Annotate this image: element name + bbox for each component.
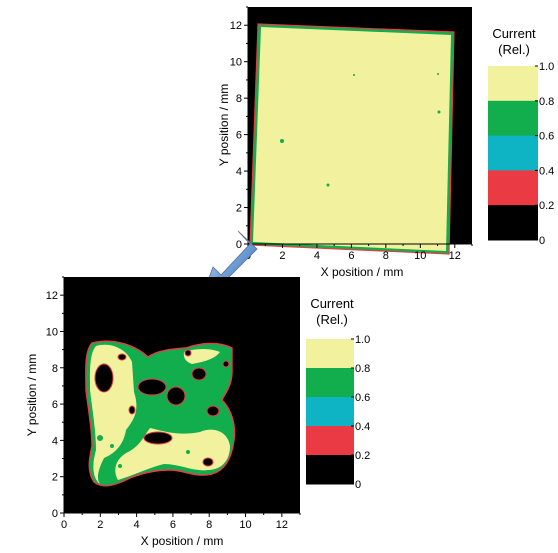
colorbar-tick-label: 0.4 [355, 421, 370, 433]
top-colorbar: 1.0 0.8 0.6 0.4 0.2 0 [488, 61, 554, 247]
x-tick-label: 6 [348, 250, 354, 262]
colorbar-tick-label: 0.6 [539, 131, 554, 143]
colorbar-band [488, 100, 538, 137]
top-y-axis-title: Y position / mm [217, 84, 231, 166]
top-sample-active-area [253, 27, 451, 251]
x-tick-label: 4 [134, 519, 140, 531]
colorbar-tick-label: 1.0 [355, 334, 370, 346]
colorbar-tick-label: 0.8 [355, 363, 370, 375]
colorbar-band [306, 426, 354, 456]
colorbar-tick-label: 0.6 [355, 392, 370, 404]
bottom-axes: 0 2 4 6 8 10 12 0 2 4 6 8 10 12 [46, 276, 301, 531]
bottom-hole [137, 378, 167, 396]
top-defect [353, 74, 355, 76]
colorbar-band [488, 205, 538, 241]
bottom-colorbar-title-line1: Current [310, 296, 354, 311]
x-tick-label: 0 [61, 519, 67, 531]
y-tick-label: 12 [230, 20, 242, 32]
y-tick-label: 2 [52, 472, 58, 484]
x-tick-label: 10 [414, 250, 426, 262]
colorbar-tick-label: 1.0 [539, 61, 554, 73]
bottom-speck [110, 444, 114, 448]
bottom-hole [206, 405, 220, 417]
y-tick-label: 12 [46, 290, 58, 302]
x-tick-label: 8 [206, 519, 212, 531]
bottom-yellow-region [101, 404, 130, 430]
bottom-hole [202, 457, 214, 467]
top-x-axis-title: X position / mm [321, 265, 404, 279]
bottom-yellow-region [115, 428, 230, 480]
x-tick-label: 4 [314, 250, 320, 262]
colorbar-band [306, 455, 354, 485]
top-colorbar-title-line2: (Rel.) [498, 42, 530, 57]
top-defect [280, 139, 284, 143]
colorbar-band [488, 170, 538, 206]
bottom-hole [222, 360, 230, 368]
x-tick-label: 6 [170, 519, 176, 531]
colorbar-tick-label: 0 [355, 479, 361, 491]
bottom-yellow-region [183, 349, 220, 364]
bottom-hole [143, 431, 173, 445]
top-defect [326, 183, 330, 187]
bottom-hole [128, 405, 136, 415]
bottom-hole [191, 367, 207, 381]
colorbar-tick-label: 0 [539, 235, 545, 247]
colorbar-tick-label: 0.4 [539, 165, 554, 177]
bottom-hole [184, 349, 192, 357]
x-tick-label: 10 [239, 519, 251, 531]
y-tick-label: 10 [46, 326, 58, 338]
bottom-speck [97, 435, 103, 441]
bottom-current-map: 0 2 4 6 8 10 12 0 2 4 6 8 10 12 X position / mm Y pos… [25, 276, 370, 548]
bottom-colorbar: 1.0 0.8 0.6 0.4 0.2 0 [306, 334, 370, 491]
bottom-hole [94, 363, 114, 393]
colorbar-band [306, 339, 354, 369]
colorbar-tick-label: 0.2 [355, 450, 370, 462]
x-tick-label: 2 [279, 250, 285, 262]
y-tick-label: 8 [52, 363, 58, 375]
x-tick-label: 12 [449, 250, 461, 262]
bottom-hole [117, 353, 127, 361]
colorbar-band [306, 397, 354, 427]
bottom-hole [166, 386, 186, 406]
top-defect [437, 73, 439, 75]
colorbar-band [306, 368, 354, 398]
colorbar-tick-label: 0.2 [539, 200, 554, 212]
bottom-speck [118, 464, 122, 468]
y-tick-label: 0 [52, 508, 58, 520]
x-tick-label: 12 [276, 519, 288, 531]
bottom-colorbar-title-line2: (Rel.) [316, 312, 348, 327]
bottom-speck [186, 450, 190, 454]
x-tick-label: 8 [383, 250, 389, 262]
top-current-map: 0 2 4 6 8 10 12 0 2 4 6 8 10 12 X position / mm Y pos… [217, 6, 554, 279]
y-tick-label: 10 [230, 57, 242, 69]
y-tick-label: 4 [52, 435, 58, 447]
y-tick-label: 8 [236, 93, 242, 105]
top-colorbar-title-line1: Current [492, 26, 536, 41]
bottom-y-axis-title: Y position / mm [25, 354, 39, 436]
colorbar-tick-label: 0.8 [539, 96, 554, 108]
y-tick-label: 2 [236, 203, 242, 215]
y-tick-label: 6 [236, 130, 242, 142]
y-tick-label: 0 [236, 239, 242, 251]
x-tick-label: 2 [97, 519, 103, 531]
y-tick-label: 6 [52, 399, 58, 411]
colorbar-band [488, 66, 538, 102]
colorbar-band [488, 135, 538, 171]
top-defect [437, 110, 441, 114]
y-tick-label: 4 [236, 166, 242, 178]
bottom-x-axis-title: X position / mm [141, 534, 224, 548]
